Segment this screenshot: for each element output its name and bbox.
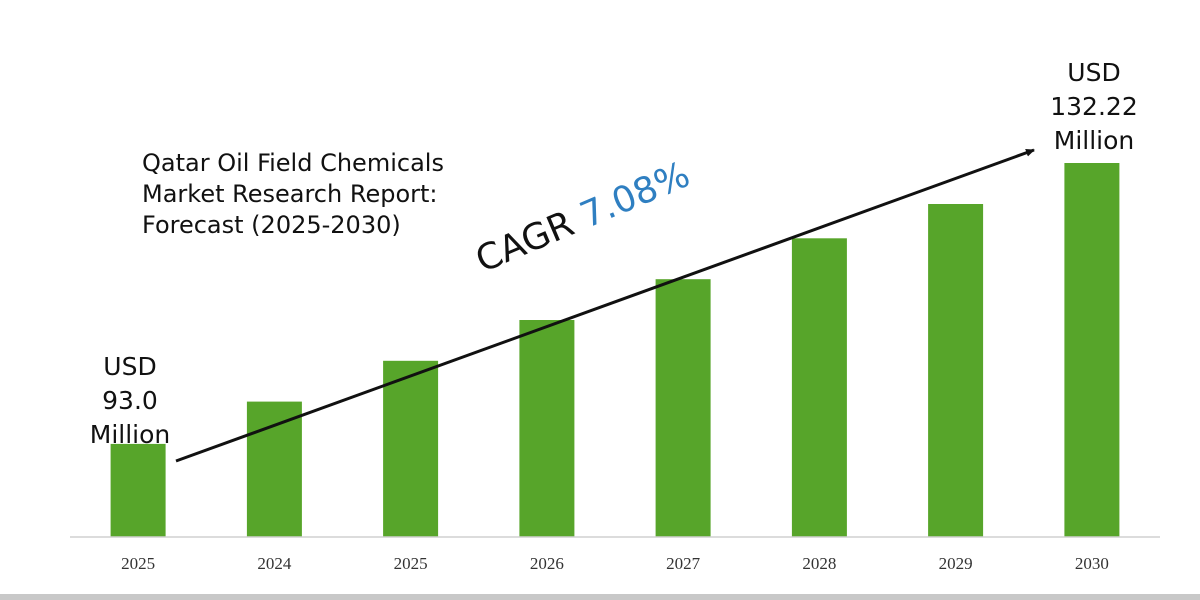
bar-0 xyxy=(110,443,166,537)
bar-3 xyxy=(519,320,575,537)
x-tick-labels: 2025 2024 2025 2026 2027 2028 2029 2030 xyxy=(121,554,1109,573)
start-value-label: USD 93.0 Million xyxy=(70,350,190,452)
start-label-currency: USD xyxy=(103,352,157,381)
start-label-unit: Million xyxy=(89,420,171,449)
end-label-unit: Million xyxy=(1053,126,1135,155)
x-tick-label-3: 2026 xyxy=(530,554,564,573)
bar-4 xyxy=(655,279,711,537)
end-label-amount: 132.22 xyxy=(1050,92,1138,121)
x-tick-label-4: 2027 xyxy=(666,554,701,573)
bar-6 xyxy=(928,204,984,537)
title-line-2: Market Research Report: xyxy=(142,180,438,208)
chart-title: Qatar Oil Field Chemicals Market Researc… xyxy=(142,148,444,241)
x-tick-label-6: 2029 xyxy=(939,554,973,573)
title-line-1: Qatar Oil Field Chemicals xyxy=(142,149,444,177)
start-label-amount: 93.0 xyxy=(102,386,158,415)
title-line-3: Forecast (2025-2030) xyxy=(142,211,401,239)
x-tick-label-2: 2025 xyxy=(394,554,428,573)
x-tick-label-0: 2025 xyxy=(121,554,155,573)
cagr-trend-arrow xyxy=(175,148,1035,463)
end-value-label: USD 132.22 Million xyxy=(1034,56,1154,158)
bar-5 xyxy=(791,238,847,538)
bars-group xyxy=(110,163,1120,538)
x-tick-label-7: 2030 xyxy=(1075,554,1109,573)
bar-1 xyxy=(246,401,302,537)
bottom-border xyxy=(0,594,1200,600)
bar-2 xyxy=(383,360,439,537)
bar-7 xyxy=(1064,163,1120,537)
x-tick-label-1: 2024 xyxy=(257,554,292,573)
x-tick-label-5: 2028 xyxy=(802,554,836,573)
end-label-currency: USD xyxy=(1067,58,1121,87)
